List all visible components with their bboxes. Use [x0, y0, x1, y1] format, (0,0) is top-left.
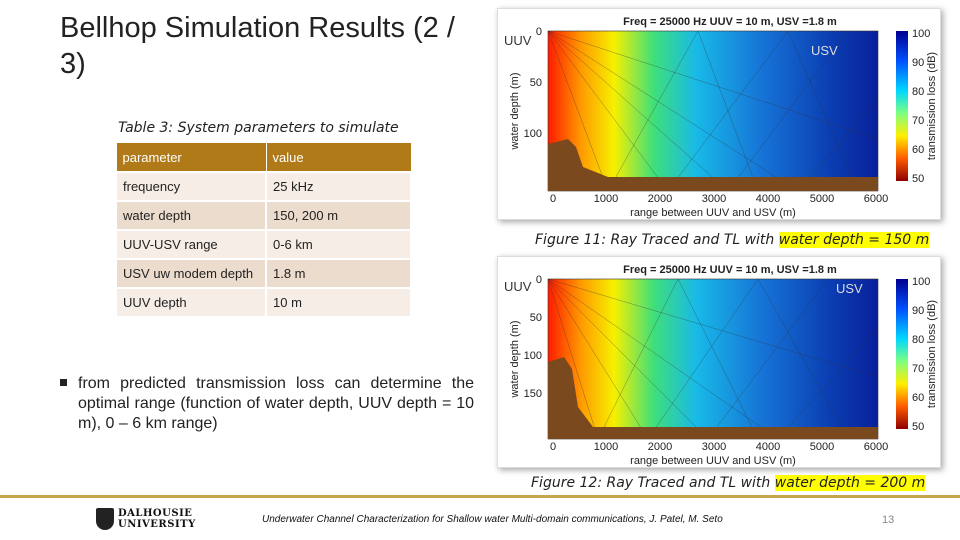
figure-caption: Figure 12: Ray Traced and TL with water …: [531, 475, 926, 491]
x-tick: 5000: [810, 441, 834, 453]
y-axis-label: water depth (m): [509, 320, 521, 398]
x-axis-label: range between UUV and USV (m): [630, 207, 796, 219]
y-tick: 0: [536, 274, 542, 286]
x-tick: 1000: [594, 193, 618, 205]
figure-plot-200m: Freq = 25000 Hz UUV = 10 m, USV =1.8 m U…: [497, 256, 941, 468]
figure-plot-150m: Freq = 25000 Hz UUV = 10 m, USV =1.8 m U…: [497, 8, 941, 220]
ray-paths: [547, 278, 879, 440]
plot-title: Freq = 25000 Hz UUV = 10 m, USV =1.8 m: [623, 16, 837, 28]
cbar-tick: 50: [912, 173, 924, 185]
x-tick: 0: [550, 441, 556, 453]
cbar-tick: 70: [912, 115, 924, 127]
plot-title: Freq = 25000 Hz UUV = 10 m, USV =1.8 m: [623, 264, 837, 276]
table-cell: frequency: [115, 171, 267, 202]
bullet-marker-icon: [60, 379, 67, 386]
tl-field: [548, 279, 878, 439]
caption-highlight: water depth = 200 m: [774, 475, 926, 491]
page-number: 13: [882, 514, 895, 526]
table-caption: Table 3: System parameters to simulate: [118, 120, 399, 136]
cbar-tick: 80: [912, 334, 924, 346]
x-tick: 1000: [594, 441, 618, 453]
tl-plot-svg: Freq = 25000 Hz UUV = 10 m, USV =1.8 m U…: [504, 264, 938, 467]
cbar-tick: 60: [912, 144, 924, 156]
footer-citation: Underwater Channel Characterization for …: [262, 514, 723, 525]
usv-label: USV: [836, 281, 863, 296]
cbar-tick: 80: [912, 86, 924, 98]
table-cell: USV uw modem depth: [115, 258, 267, 289]
table-row: UUV depth 10 m: [115, 287, 412, 318]
x-tick: 2000: [648, 441, 672, 453]
table-header: parameter: [115, 142, 267, 173]
y-tick: 50: [530, 312, 542, 324]
table-cell: 25 kHz: [265, 171, 412, 202]
table-header-row: parameter value: [115, 142, 412, 173]
footer-divider: [0, 495, 960, 498]
x-tick: 6000: [864, 193, 888, 205]
shield-icon: [96, 508, 114, 530]
colorbar: [896, 279, 908, 429]
y-tick: 100: [524, 128, 542, 140]
table-row: frequency 25 kHz: [115, 171, 412, 202]
cbar-tick: 70: [912, 363, 924, 375]
x-tick: 2000: [648, 193, 672, 205]
table-row: USV uw modem depth 1.8 m: [115, 258, 412, 289]
parameters-table: parameter value frequency 25 kHz water de…: [115, 142, 412, 318]
table-cell: water depth: [115, 200, 267, 231]
x-axis-label: range between UUV and USV (m): [630, 455, 796, 467]
table-cell: 1.8 m: [265, 258, 412, 289]
figure-caption: Figure 11: Ray Traced and TL with water …: [535, 232, 930, 248]
bullet-text: from predicted transmission loss can det…: [78, 375, 474, 432]
table-cell: 150, 200 m: [265, 200, 412, 231]
bullet-point: from predicted transmission loss can det…: [60, 374, 474, 434]
x-tick: 3000: [702, 193, 726, 205]
cbar-tick: 60: [912, 392, 924, 404]
x-tick: 4000: [756, 193, 780, 205]
table-row: UUV-USV range 0-6 km: [115, 229, 412, 260]
y-tick: 100: [524, 350, 542, 362]
y-tick: 150: [524, 388, 542, 400]
x-tick: 4000: [756, 441, 780, 453]
usv-label: USV: [811, 43, 838, 58]
cbar-label: transmission loss (dB): [926, 300, 938, 408]
table-cell: UUV depth: [115, 287, 267, 318]
table-cell: 10 m: [265, 287, 412, 318]
x-tick: 3000: [702, 441, 726, 453]
cbar-tick: 90: [912, 305, 924, 317]
caption-highlight: water depth = 150 m: [778, 232, 930, 248]
table-row: water depth 150, 200 m: [115, 200, 412, 231]
slide-title: Bellhop Simulation Results (2 / 3): [60, 12, 455, 80]
y-tick: 0: [536, 26, 542, 38]
university-logo: DALHOUSIE UNIVERSITY: [96, 508, 206, 534]
cbar-label: transmission loss (dB): [926, 52, 938, 160]
caption-text: Figure 12: Ray Traced and TL with: [531, 475, 775, 491]
cbar-tick: 100: [912, 28, 930, 40]
table-cell: 0-6 km: [265, 229, 412, 260]
table-header: value: [265, 142, 412, 173]
cbar-tick: 90: [912, 57, 924, 69]
colorbar: [896, 31, 908, 181]
table-cell: UUV-USV range: [115, 229, 267, 260]
cbar-tick: 50: [912, 421, 924, 433]
logo-text-line2: UNIVERSITY: [118, 519, 196, 530]
caption-text: Figure 11: Ray Traced and TL with: [535, 232, 779, 248]
tl-plot-svg: Freq = 25000 Hz UUV = 10 m, USV =1.8 m U…: [504, 16, 938, 219]
seabed: [548, 139, 878, 191]
logo-text-line1: DALHOUSIE: [118, 508, 193, 519]
uuv-label: UUV: [504, 33, 532, 48]
y-axis-label: water depth (m): [509, 72, 521, 150]
cbar-tick: 100: [912, 276, 930, 288]
y-tick: 50: [530, 77, 542, 89]
uuv-label: UUV: [504, 279, 532, 294]
x-tick: 0: [550, 193, 556, 205]
x-tick: 6000: [864, 441, 888, 453]
ray-paths: [547, 30, 879, 192]
x-tick: 5000: [810, 193, 834, 205]
seabed: [548, 357, 878, 439]
